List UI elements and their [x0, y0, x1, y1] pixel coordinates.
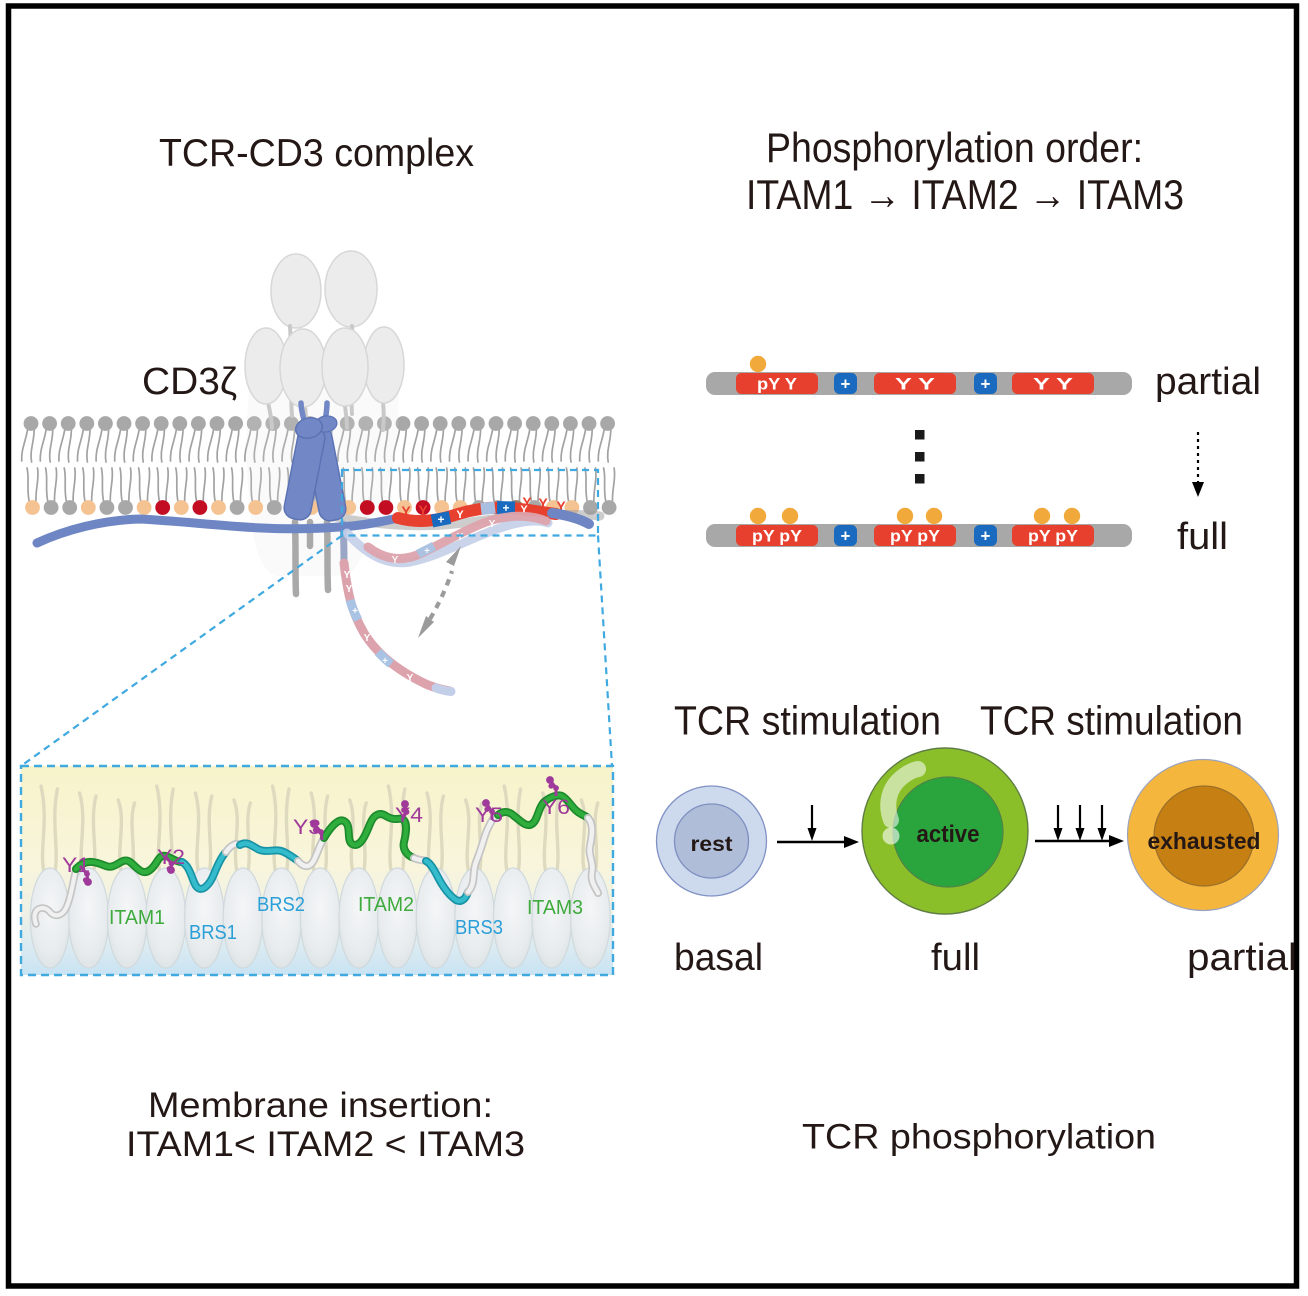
svg-text:Phosphorylation order:: Phosphorylation order:	[766, 124, 1143, 171]
svg-text:Y: Y	[538, 495, 548, 511]
svg-text:TCR phosphorylation: TCR phosphorylation	[802, 1117, 1156, 1157]
svg-text:pY pY: pY pY	[1028, 527, 1079, 546]
svg-text:+: +	[382, 656, 388, 667]
svg-text:exhausted: exhausted	[1148, 828, 1261, 854]
svg-text:+: +	[841, 527, 851, 546]
svg-text:ITAM2: ITAM2	[358, 894, 414, 916]
svg-text:ITAM3: ITAM3	[527, 897, 583, 919]
svg-text:Y: Y	[346, 584, 353, 595]
svg-text:Y: Y	[407, 673, 414, 684]
svg-text:Membrane insertion:: Membrane insertion:	[148, 1086, 493, 1125]
svg-text:basal: basal	[674, 937, 763, 979]
svg-text:Y2: Y2	[157, 846, 185, 869]
svg-text:Y: Y	[418, 502, 428, 518]
svg-text:BRS1: BRS1	[189, 922, 237, 944]
svg-text:+: +	[437, 513, 444, 527]
svg-text:active: active	[917, 821, 980, 848]
svg-text:Y: Y	[457, 532, 464, 543]
svg-text:Y: Y	[456, 509, 464, 521]
svg-text:TCR stimulation: TCR stimulation	[674, 698, 941, 744]
svg-text:ITAM1< ITAM2 < ITAM3: ITAM1< ITAM2 < ITAM3	[126, 1125, 525, 1164]
svg-text:Y: Y	[556, 498, 566, 514]
svg-text:Y3: Y3	[293, 816, 321, 839]
svg-text:+: +	[502, 501, 509, 515]
svg-text:full: full	[931, 937, 980, 979]
svg-text:full: full	[1177, 516, 1228, 558]
svg-text:TCR-CD3 complex: TCR-CD3 complex	[159, 132, 474, 175]
svg-text:pY Y: pY Y	[757, 375, 798, 394]
svg-text:Y5: Y5	[475, 804, 503, 827]
svg-text:+: +	[981, 375, 991, 394]
svg-text:ITAM1 → ITAM2 → ITAM3: ITAM1 → ITAM2 → ITAM3	[746, 171, 1184, 218]
svg-text:Y: Y	[364, 633, 371, 644]
svg-text:+: +	[981, 527, 991, 546]
svg-text:ITAM1: ITAM1	[109, 907, 165, 929]
svg-text:+: +	[841, 375, 851, 394]
svg-text:Y: Y	[489, 519, 496, 530]
svg-text:partial: partial	[1187, 937, 1297, 979]
svg-text:Y1: Y1	[62, 854, 90, 877]
svg-text:Y: Y	[522, 494, 532, 510]
svg-text:Y: Y	[401, 503, 411, 519]
svg-text:+: +	[352, 606, 358, 617]
svg-text:pY pY: pY pY	[890, 527, 941, 546]
svg-text:Y4: Y4	[395, 804, 423, 827]
svg-text:partial: partial	[1155, 361, 1261, 403]
svg-text:Y: Y	[520, 504, 528, 516]
svg-text:Y Y: Y Y	[895, 375, 936, 394]
svg-text:Y: Y	[392, 555, 399, 566]
svg-text:Y Y: Y Y	[1033, 375, 1074, 394]
svg-text:rest: rest	[691, 833, 733, 856]
svg-text:BRS2: BRS2	[257, 894, 305, 916]
svg-text:pY pY: pY pY	[752, 527, 803, 546]
svg-text:Y6: Y6	[542, 796, 570, 819]
svg-text:BRS3: BRS3	[455, 917, 503, 939]
svg-text:CD3ζ: CD3ζ	[142, 361, 237, 403]
svg-text:TCR stimulation: TCR stimulation	[980, 698, 1243, 744]
svg-text:Y: Y	[344, 570, 351, 581]
svg-text:+: +	[424, 546, 430, 557]
